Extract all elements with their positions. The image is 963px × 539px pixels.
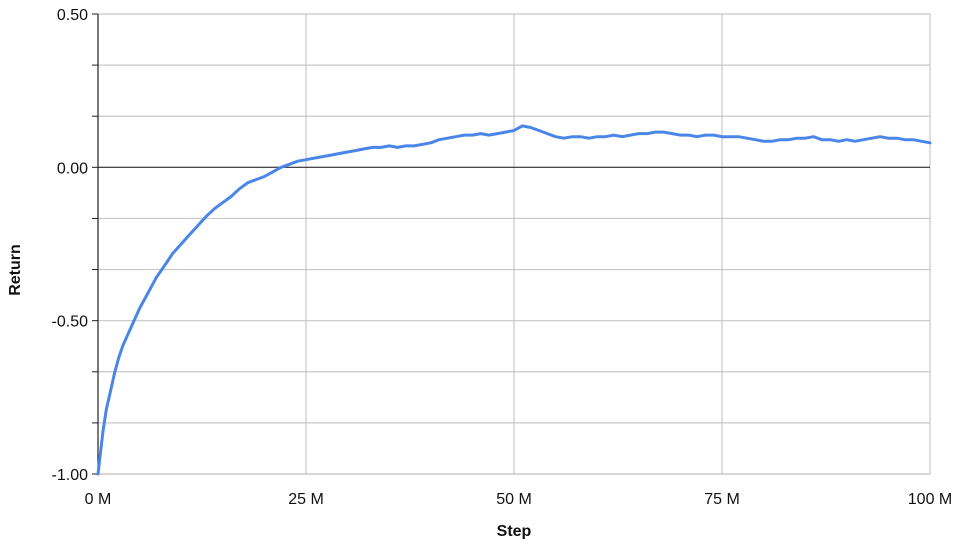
x-tick-label: 0 M (85, 491, 112, 508)
y-tick-label: 0.00 (57, 160, 88, 177)
y-axis-title: Return (7, 244, 24, 296)
x-tick-label: 75 M (704, 491, 740, 508)
y-tick-label: 0.50 (57, 7, 88, 24)
y-tick-label: -0.50 (52, 314, 89, 331)
series-line (96, 124, 932, 476)
series-layer (96, 124, 932, 476)
tick-labels: -1.00 -0.50 0.00 0.50 0 M 25 M 50 M 75 M 100 M (52, 7, 953, 508)
axes (92, 13, 930, 475)
x-tick-label: 100 M (908, 491, 952, 508)
y-tick-label: -1.00 (52, 467, 89, 484)
x-tick-label: 50 M (496, 491, 532, 508)
x-tick-label: 25 M (288, 491, 324, 508)
x-axis-title: Step (497, 523, 532, 539)
grid-lines (98, 13, 931, 475)
